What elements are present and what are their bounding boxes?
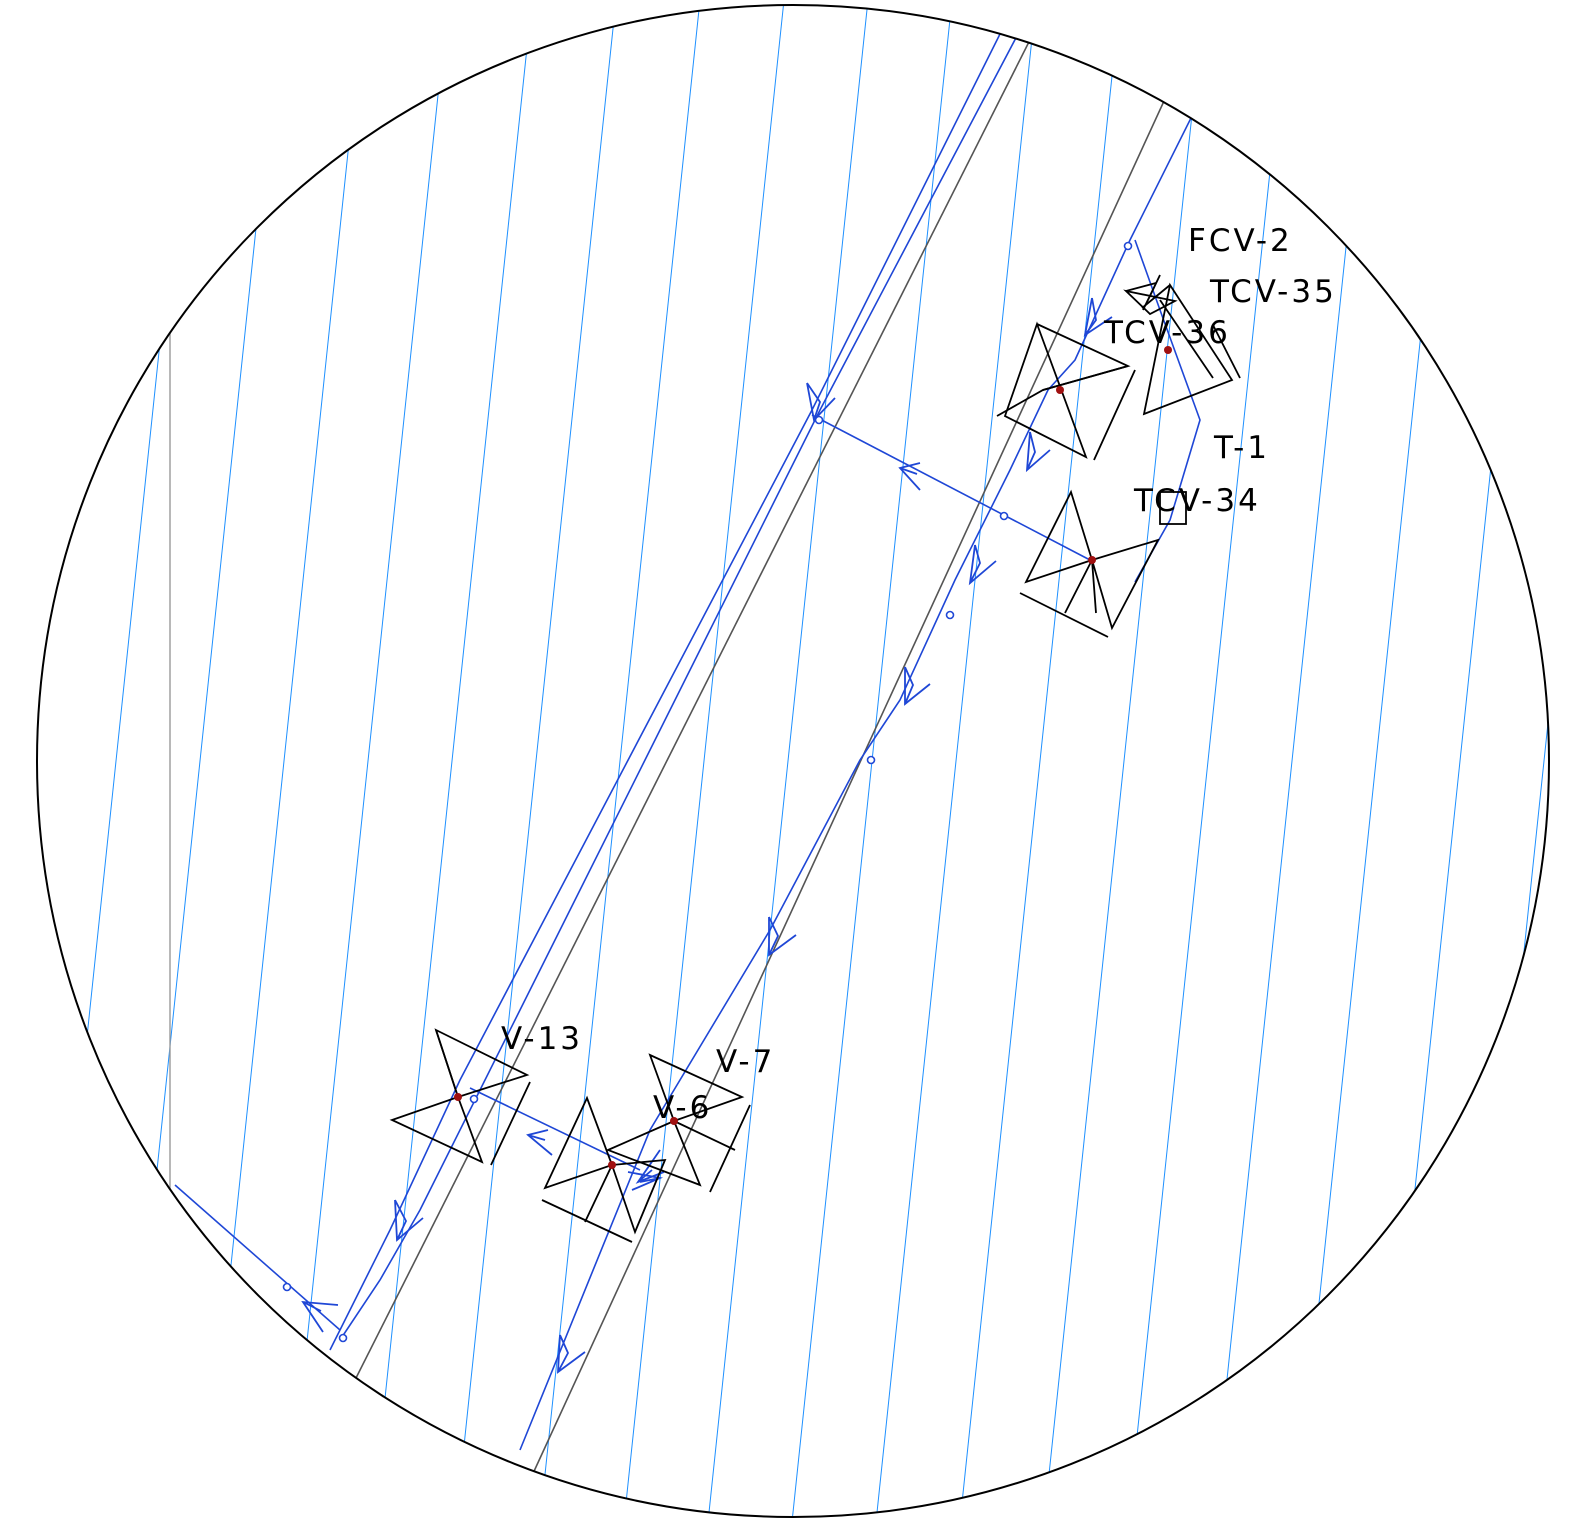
label-t-1: T-1 xyxy=(1213,430,1270,466)
process-pipes xyxy=(174,27,1201,1451)
connection-node-icon[interactable] xyxy=(469,1094,479,1104)
hatch-line xyxy=(203,5,365,1517)
connection-node-icon[interactable] xyxy=(814,415,824,425)
hatch-line xyxy=(287,5,449,1517)
equipment-labels: FCV-2 TCV-35 TCV-36 T-1 TCV-34 V-13 V-7 … xyxy=(501,223,1337,1126)
valve-fcv-2[interactable] xyxy=(1123,274,1178,316)
hatch-line xyxy=(959,5,1121,1517)
label-tcv-34: TCV-34 xyxy=(1133,483,1261,519)
guide-lines xyxy=(354,19,1171,1481)
label-v-13: V-13 xyxy=(501,1021,583,1057)
flow-arrows xyxy=(301,297,1113,1374)
hatch-line xyxy=(1547,5,1549,1517)
connection-node-icon[interactable] xyxy=(866,755,876,765)
flow-arrow-icon xyxy=(968,544,997,586)
flow-arrow-icon xyxy=(1025,431,1051,473)
hatch-line xyxy=(1211,5,1373,1517)
hatch-line xyxy=(37,5,113,1517)
connection-node-icon[interactable] xyxy=(282,1282,292,1292)
valve-v-13[interactable] xyxy=(389,1028,531,1166)
flow-arrow-icon xyxy=(394,1199,424,1242)
hatch-line xyxy=(623,5,785,1517)
connection-node-icon[interactable] xyxy=(945,610,955,620)
flow-arrow-icon xyxy=(556,1334,586,1374)
flow-arrow-icon xyxy=(301,1300,339,1333)
pipe-main-b[interactable] xyxy=(339,33,1019,1341)
connection-nodes xyxy=(282,241,1133,1343)
flow-arrow-icon xyxy=(898,462,921,491)
valve-v-7[interactable] xyxy=(605,1053,751,1193)
label-v-6: V-6 xyxy=(653,1090,712,1126)
connection-node-icon[interactable] xyxy=(338,1333,348,1343)
connection-node-icon[interactable] xyxy=(1123,241,1133,251)
connection-node-icon[interactable] xyxy=(999,511,1009,521)
hatch-line xyxy=(371,5,533,1517)
pipe-to-tank[interactable] xyxy=(1134,239,1201,583)
label-fcv-2: FCV-2 xyxy=(1188,223,1293,259)
flow-arrow-icon xyxy=(1083,297,1113,337)
bowtie-valve-icon xyxy=(1142,282,1234,416)
label-tcv-36: TCV-36 xyxy=(1103,315,1231,351)
hatch-line xyxy=(875,5,1037,1517)
hatch-line xyxy=(455,5,617,1517)
pipe-right-branch[interactable] xyxy=(519,109,1196,1451)
bowtie-valve-icon xyxy=(1024,489,1160,631)
pipe-branch-upper[interactable] xyxy=(811,414,1091,561)
hatch-line xyxy=(707,5,869,1517)
label-v-7: V-7 xyxy=(716,1044,775,1080)
pipe-main-a[interactable] xyxy=(329,27,1004,1351)
bowtie-valve-icon xyxy=(605,1053,745,1187)
valve-v-6[interactable] xyxy=(541,1095,667,1243)
pipe-branch-lower[interactable] xyxy=(469,1087,641,1171)
hatch-line xyxy=(1127,5,1289,1517)
guide-line-lower xyxy=(529,87,1171,1481)
hatch-line xyxy=(1379,5,1541,1517)
view-boundary-circle xyxy=(36,4,1550,1518)
valve-symbols xyxy=(389,274,1241,1243)
hatch-line xyxy=(539,5,701,1517)
valve-tcv-34[interactable] xyxy=(1019,489,1160,638)
hatch-line xyxy=(1043,5,1205,1517)
flow-arrow-icon xyxy=(768,916,797,957)
hatch-line xyxy=(0,0,28,1522)
valve-tcv-35[interactable] xyxy=(1142,282,1241,416)
hatch-line xyxy=(1295,5,1457,1517)
hatch-line xyxy=(37,5,197,1517)
guide-line-upper xyxy=(354,19,1041,1381)
bowtie-valve-icon xyxy=(543,1095,667,1235)
flow-arrow-icon xyxy=(526,1129,553,1156)
label-tcv-35: TCV-35 xyxy=(1209,274,1337,310)
bowtie-valve-icon xyxy=(1123,274,1178,316)
flow-arrow-icon xyxy=(806,382,836,422)
hatch-line xyxy=(1463,5,1549,1517)
square-tank-icon[interactable] xyxy=(1159,491,1187,525)
valve-tcv-36[interactable] xyxy=(996,321,1136,461)
flow-arrow-icon xyxy=(904,666,931,706)
